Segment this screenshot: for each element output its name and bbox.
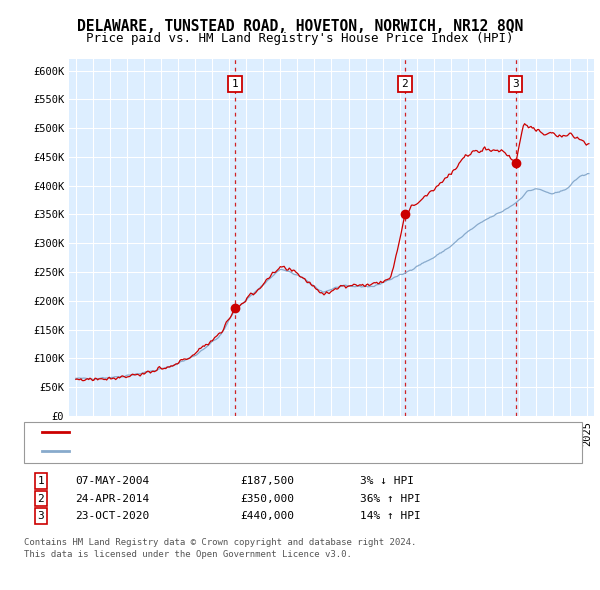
Text: 3% ↓ HPI: 3% ↓ HPI <box>360 476 414 486</box>
Text: 24-APR-2014: 24-APR-2014 <box>75 494 149 503</box>
Text: £350,000: £350,000 <box>240 494 294 503</box>
Text: 07-MAY-2004: 07-MAY-2004 <box>75 476 149 486</box>
Text: DELAWARE, TUNSTEAD ROAD, HOVETON, NORWICH, NR12 8QN: DELAWARE, TUNSTEAD ROAD, HOVETON, NORWIC… <box>77 19 523 34</box>
Text: 2: 2 <box>401 79 409 89</box>
Text: 36% ↑ HPI: 36% ↑ HPI <box>360 494 421 503</box>
Text: £440,000: £440,000 <box>240 512 294 521</box>
Text: 1: 1 <box>37 476 44 486</box>
Text: 14% ↑ HPI: 14% ↑ HPI <box>360 512 421 521</box>
Text: Price paid vs. HM Land Registry's House Price Index (HPI): Price paid vs. HM Land Registry's House … <box>86 32 514 45</box>
Text: 3: 3 <box>512 79 519 89</box>
Text: 23-OCT-2020: 23-OCT-2020 <box>75 512 149 521</box>
Text: £187,500: £187,500 <box>240 476 294 486</box>
Text: Contains HM Land Registry data © Crown copyright and database right 2024.: Contains HM Land Registry data © Crown c… <box>24 538 416 547</box>
Text: 2: 2 <box>37 494 44 503</box>
Text: 1: 1 <box>232 79 239 89</box>
Text: 3: 3 <box>37 512 44 521</box>
Text: This data is licensed under the Open Government Licence v3.0.: This data is licensed under the Open Gov… <box>24 550 352 559</box>
Text: DELAWARE, TUNSTEAD ROAD, HOVETON, NORWICH, NR12 8QN (detached house): DELAWARE, TUNSTEAD ROAD, HOVETON, NORWIC… <box>75 427 500 437</box>
Text: HPI: Average price, detached house, North Norfolk: HPI: Average price, detached house, Nort… <box>75 446 381 455</box>
